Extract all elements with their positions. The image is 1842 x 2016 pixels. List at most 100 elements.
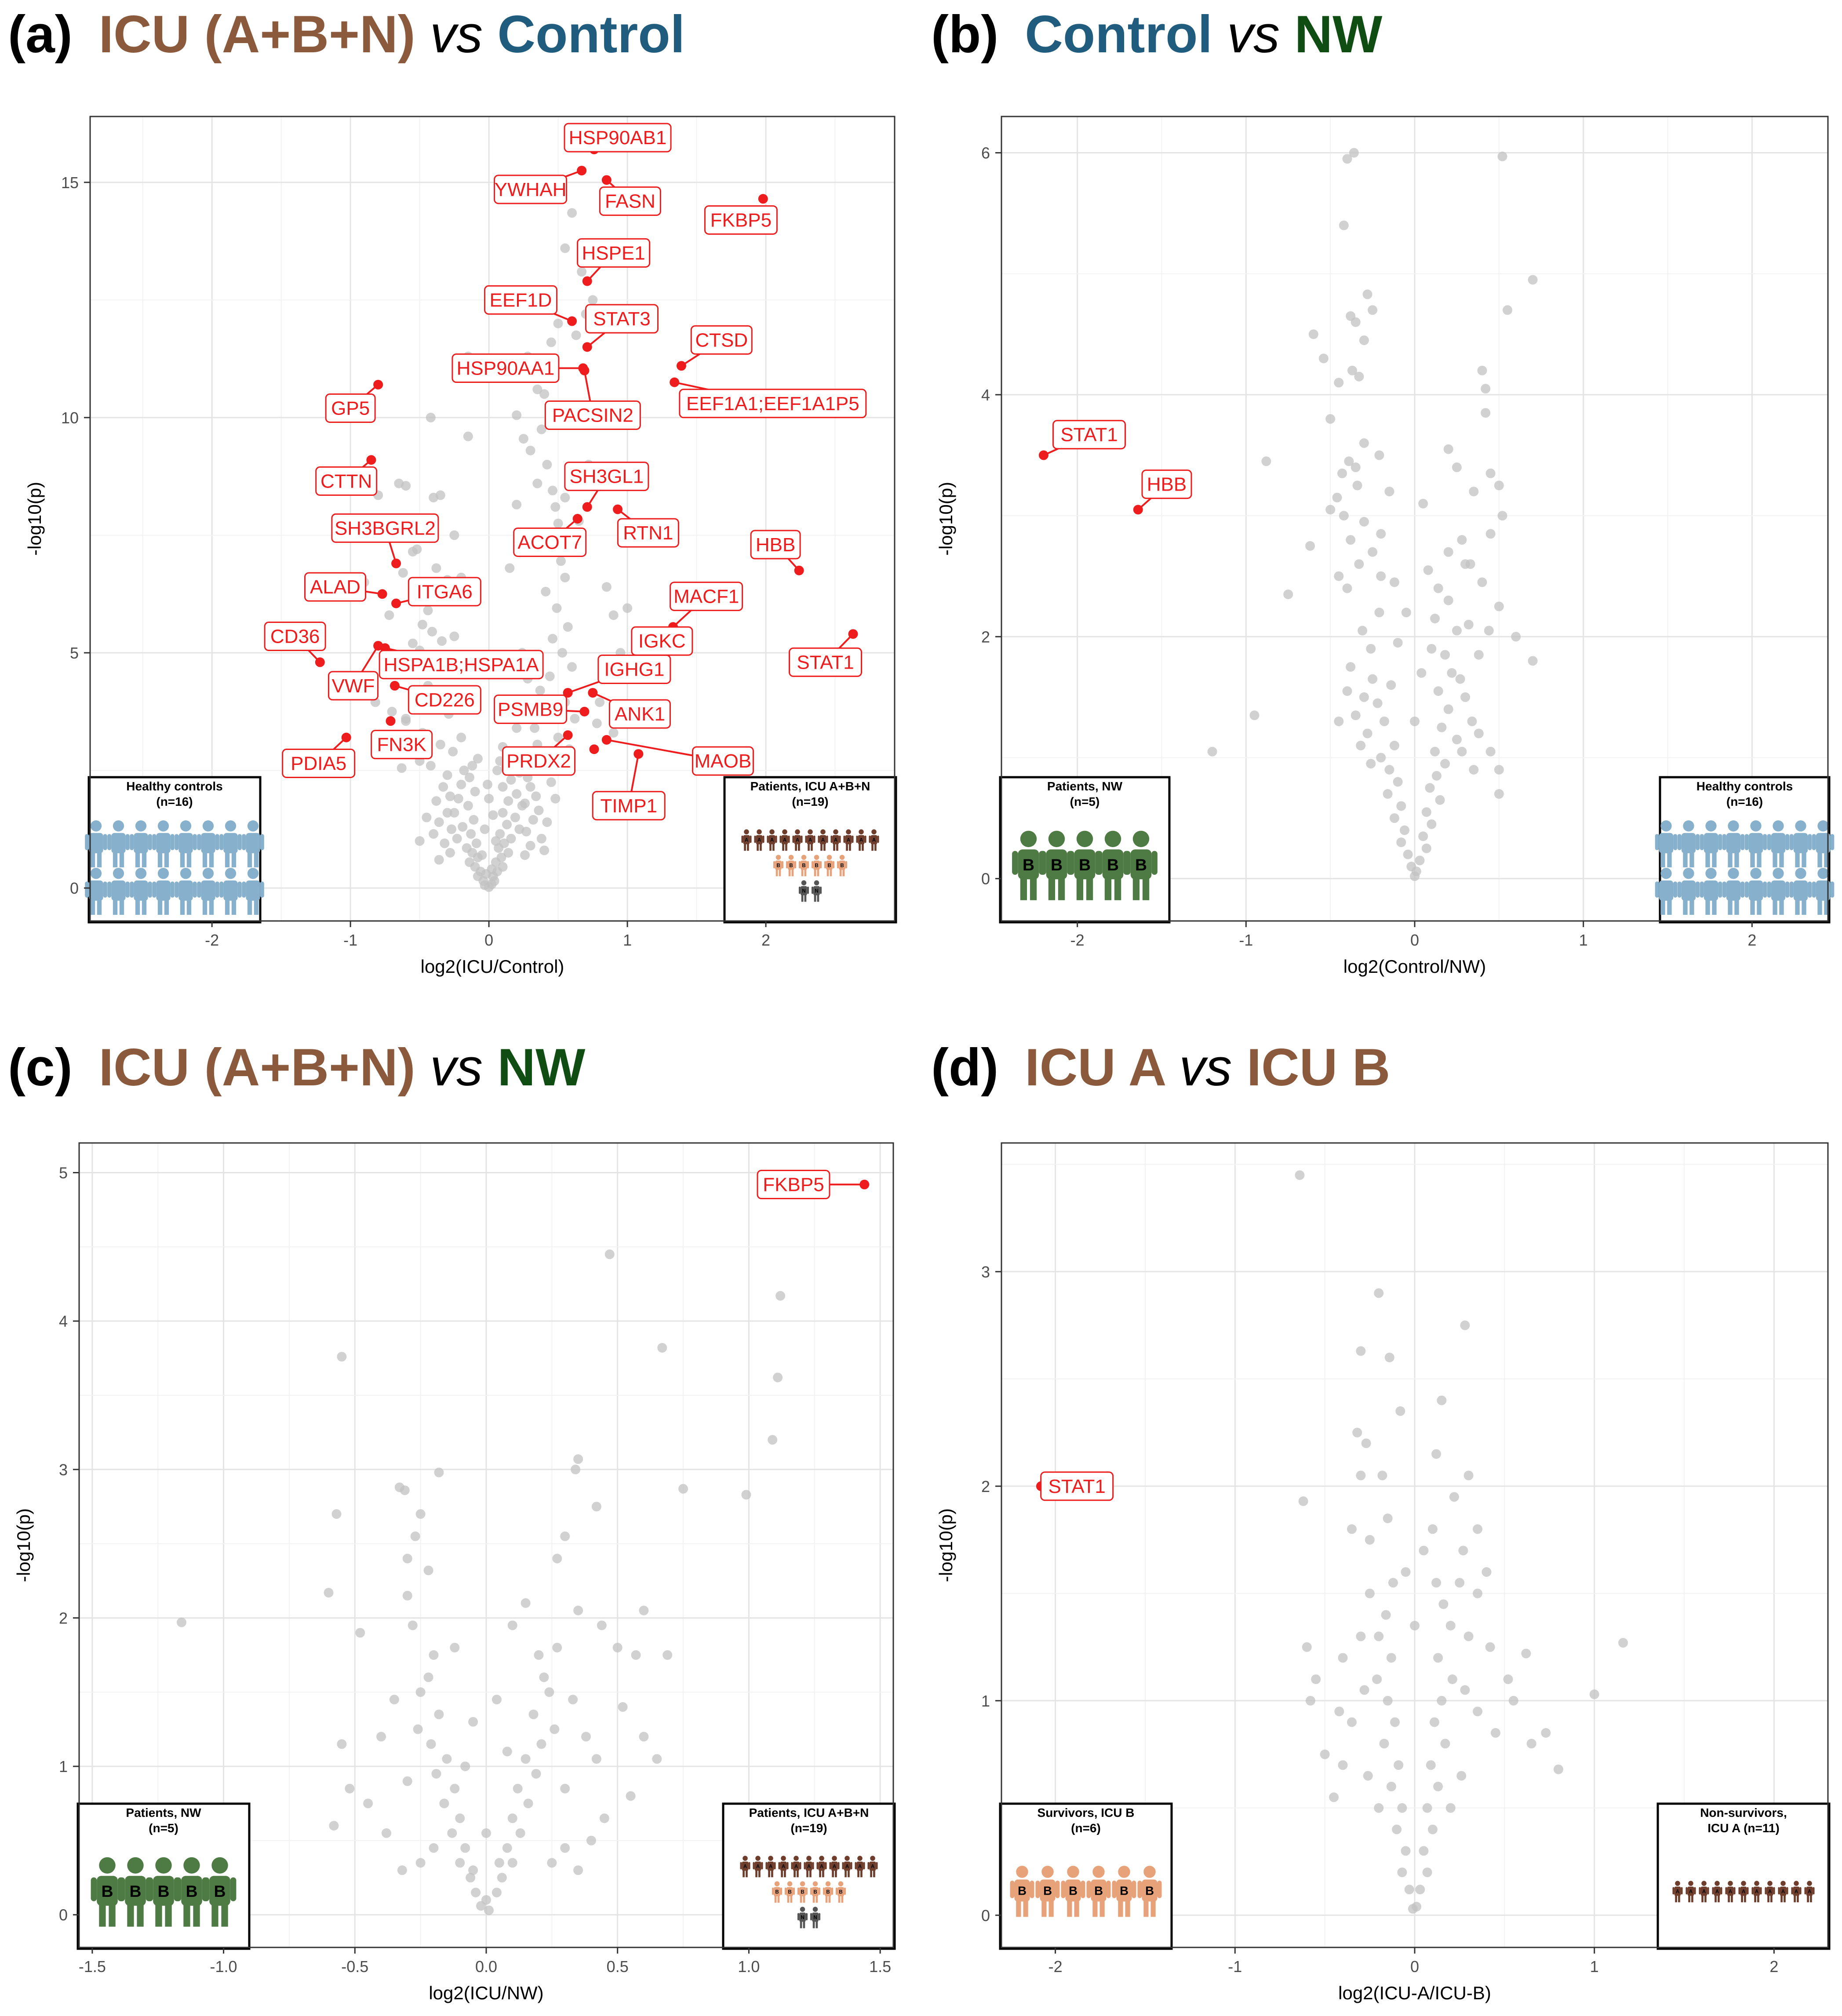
data-point xyxy=(1377,1470,1387,1481)
gene-label: IGKC xyxy=(631,626,693,656)
person-icon: A xyxy=(1685,1881,1696,1903)
gene-label: ANK1 xyxy=(608,699,671,729)
person-letter: A xyxy=(794,1864,798,1869)
x-axis-label: log2(ICU/Control) xyxy=(421,956,564,977)
legend-title: Healthy controls xyxy=(126,779,222,793)
person-icon: B xyxy=(119,1857,152,1927)
data-point xyxy=(1347,1717,1357,1727)
data-point xyxy=(567,208,577,218)
data-point xyxy=(1445,1803,1456,1813)
data-point xyxy=(1438,1599,1449,1609)
data-point xyxy=(1334,571,1344,581)
person-icon: B xyxy=(1010,1866,1034,1917)
gene-label-box xyxy=(692,746,754,776)
data-point xyxy=(1421,807,1431,817)
person-letter: B xyxy=(1018,1884,1027,1898)
data-point xyxy=(523,1798,533,1809)
data-point xyxy=(460,1761,470,1772)
person-icon xyxy=(242,820,264,868)
data-point xyxy=(1474,650,1484,660)
person-icon: B xyxy=(1137,1866,1162,1917)
data-point xyxy=(1473,1524,1483,1534)
data-point xyxy=(592,718,602,728)
person-icon xyxy=(152,868,175,915)
gene-label-box xyxy=(331,513,439,543)
person-icon xyxy=(1789,868,1812,915)
data-point xyxy=(652,1754,662,1764)
y-tick-label: 0 xyxy=(59,1906,68,1924)
gene-label: CTTN xyxy=(315,466,378,496)
person-icon: A xyxy=(1778,1881,1788,1903)
data-point xyxy=(1332,492,1342,502)
gene-label-text: CTTN xyxy=(320,470,372,492)
y-axis-label: -log10(p) xyxy=(936,1508,956,1582)
person-letter: B xyxy=(802,863,805,868)
data-point xyxy=(453,793,463,804)
person-letter: A xyxy=(770,837,774,843)
data-point xyxy=(1485,468,1496,478)
data-point xyxy=(510,812,520,822)
data-point xyxy=(1401,608,1411,618)
person-letter: A xyxy=(1676,1889,1680,1894)
data-point xyxy=(1379,716,1389,726)
legend-title: Patients, ICU A+B+N xyxy=(749,1806,869,1819)
person-icon: A xyxy=(842,1856,852,1878)
data-point xyxy=(570,713,580,724)
data-point xyxy=(481,1895,491,1905)
data-point xyxy=(1339,220,1349,230)
data-point xyxy=(402,1776,412,1786)
data-point xyxy=(1553,1764,1563,1774)
gene-label: HSP90AA1 xyxy=(451,353,560,383)
data-point xyxy=(402,1590,412,1601)
data-point xyxy=(534,1650,544,1660)
data-point xyxy=(1490,1728,1500,1738)
x-axis: -2 -1 0 1 2 xyxy=(205,921,770,949)
person-letter: A xyxy=(1715,1889,1719,1894)
data-point xyxy=(1374,450,1384,460)
gene-label-box xyxy=(564,462,649,491)
x-tick-label: 0.5 xyxy=(607,1958,629,1976)
data-point xyxy=(1356,1631,1366,1641)
data-point xyxy=(492,765,502,775)
data-point xyxy=(449,530,459,540)
data-point xyxy=(415,1509,426,1519)
data-point xyxy=(1440,1739,1450,1749)
person-icon: A xyxy=(816,1856,827,1878)
gene-label: MACF1 xyxy=(670,582,743,611)
data-point xyxy=(586,1835,596,1845)
data-point xyxy=(552,603,562,613)
data-point xyxy=(1404,1885,1414,1895)
data-point xyxy=(512,499,522,509)
data-point xyxy=(1418,499,1428,509)
data-point xyxy=(484,1905,494,1915)
data-point xyxy=(1359,335,1369,346)
data-point xyxy=(408,638,418,648)
gene-label: ALAD xyxy=(304,572,367,602)
x-tick-label: 0 xyxy=(1410,931,1419,949)
data-point xyxy=(1311,1674,1321,1684)
data-point xyxy=(507,1858,517,1868)
data-point xyxy=(345,1783,355,1794)
data-point xyxy=(1329,1792,1339,1802)
data-point xyxy=(1354,559,1364,569)
person-icon: A xyxy=(791,1856,801,1878)
person-letter: A xyxy=(821,837,825,843)
data-point xyxy=(506,833,516,844)
data-point xyxy=(573,1454,583,1464)
gene-label-box xyxy=(577,238,651,268)
person-icon xyxy=(175,868,197,915)
data-point xyxy=(434,817,444,827)
gene-label: RTN1 xyxy=(617,518,679,548)
x-tick-label: 1 xyxy=(1579,931,1588,949)
data-point xyxy=(1415,1885,1425,1895)
data-point xyxy=(1302,1642,1312,1652)
data-point xyxy=(1346,535,1356,545)
data-point xyxy=(456,732,466,742)
person-letter: B xyxy=(186,1882,197,1900)
data-point xyxy=(1433,583,1443,593)
data-point xyxy=(1508,1696,1518,1706)
panel-letter: (c) xyxy=(8,1038,73,1097)
gene-label-box xyxy=(670,582,743,611)
gene-label-text: GP5 xyxy=(331,398,370,419)
data-point xyxy=(535,685,545,695)
